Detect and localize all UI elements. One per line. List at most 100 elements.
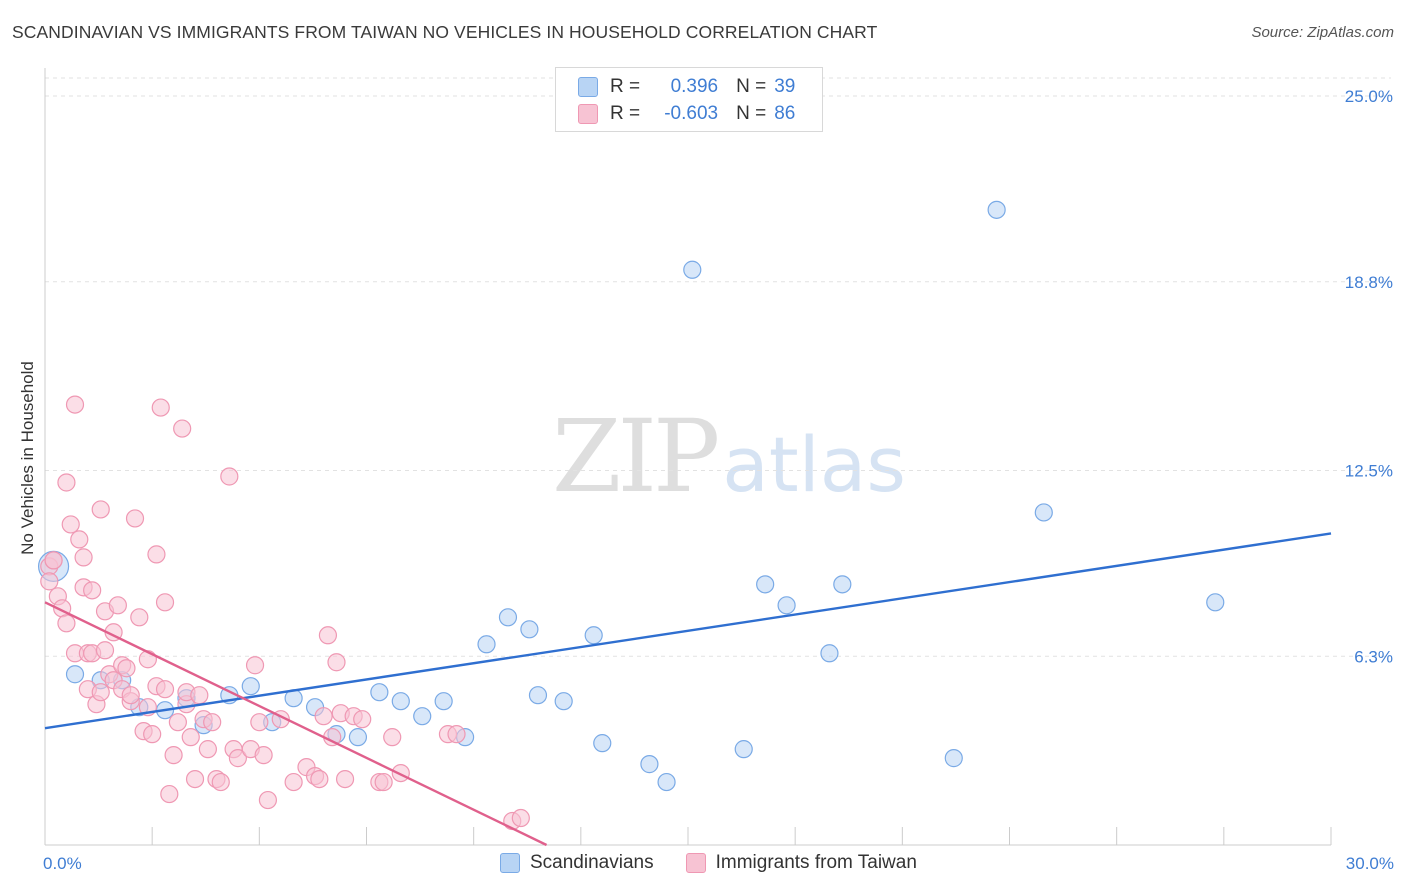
taiwan-point — [250, 713, 269, 732]
scandinavian-point — [777, 596, 796, 615]
source-credit: Source: ZipAtlas.com — [1251, 24, 1394, 41]
taiwan-point — [185, 769, 205, 789]
taiwan-point — [211, 772, 230, 792]
taiwan-point — [91, 500, 110, 519]
taiwan-point — [447, 725, 466, 744]
taiwan-point — [117, 659, 136, 678]
legend-swatch-blue — [500, 853, 520, 873]
scandinavian-point — [683, 260, 702, 279]
legend-label-taiwan: Immigrants from Taiwan — [715, 852, 917, 873]
taiwan-point — [374, 772, 393, 792]
scandinavian-point — [987, 200, 1006, 219]
scandinavian-point — [657, 772, 676, 792]
taiwan-point — [245, 656, 265, 675]
taiwan-point — [57, 473, 76, 492]
taiwan-point — [44, 551, 63, 570]
taiwan-point — [258, 790, 278, 810]
taiwan-point — [147, 545, 166, 564]
taiwan-point — [383, 728, 402, 747]
taiwan-point — [198, 740, 217, 759]
taiwan-point — [391, 763, 410, 783]
y-tick-label: 6.3% — [1354, 647, 1393, 666]
y-tick-label: 25.0% — [1345, 87, 1393, 106]
taiwan-point — [125, 509, 145, 528]
legend-item-taiwan[interactable]: Immigrants from Taiwan — [685, 852, 917, 874]
taiwan-point — [108, 596, 127, 615]
watermark: ZIPatlas — [552, 398, 906, 515]
stats-legend: R = 0.396 N = 39 R = -0.603 N = 86 — [555, 67, 823, 132]
legend-row-taiwan: R = -0.603 N = 86 — [578, 102, 795, 126]
taiwan-point — [181, 728, 200, 747]
taiwan-point — [254, 746, 273, 765]
scandinavian-point — [413, 707, 432, 726]
legend-swatch-pink — [578, 104, 598, 124]
legend-swatch-pink — [685, 853, 706, 873]
taiwan-point — [168, 713, 187, 732]
taiwan-point — [314, 707, 333, 726]
taiwan-point — [121, 686, 140, 705]
scandinavian-point — [391, 692, 410, 711]
taiwan-point — [155, 593, 175, 612]
taiwan-point — [335, 769, 355, 789]
scandinavian-point — [477, 635, 496, 654]
taiwan-point — [160, 784, 179, 804]
taiwan-point — [155, 680, 175, 699]
taiwan-point — [327, 653, 346, 672]
y-tick-label: 18.8% — [1345, 273, 1393, 292]
taiwan-point — [95, 641, 115, 660]
legend-swatch-blue — [578, 77, 598, 97]
taiwan-point — [65, 395, 85, 414]
taiwan-point — [151, 398, 170, 417]
scandinavian-point — [1206, 593, 1225, 612]
scandinavian-point — [944, 749, 963, 768]
scandinavian-point — [370, 683, 389, 702]
series-legend: Scandinavians Immigrants from Taiwan — [500, 852, 949, 874]
taiwan-point — [61, 515, 80, 534]
taiwan-point — [511, 808, 530, 828]
taiwan-point — [228, 749, 247, 768]
scandinavian-point — [241, 677, 260, 696]
scandinavian-point — [640, 755, 659, 774]
taiwan-point — [318, 626, 338, 645]
watermark-zip: ZIP — [552, 398, 720, 515]
scandinavian-point — [593, 734, 612, 753]
taiwan-point — [190, 686, 209, 705]
legend-label-scandinavians: Scandinavians — [530, 852, 654, 873]
scandinavian-point — [756, 575, 775, 594]
scandinavian-point — [584, 626, 603, 645]
taiwan-point — [91, 683, 110, 702]
watermark-atlas: atlas — [722, 420, 906, 509]
taiwan-point — [173, 419, 192, 438]
scandinavian-point — [348, 728, 368, 747]
taiwan-point — [143, 725, 162, 744]
legend-item-scandinavians[interactable]: Scandinavians — [500, 852, 654, 874]
legend-r-label: R = — [610, 76, 641, 97]
scandinavian-point — [734, 740, 753, 759]
scandinavian-point — [434, 692, 453, 711]
scandinavian-trend-line — [44, 532, 1332, 730]
taiwan-point — [310, 769, 329, 789]
legend-r-value: -0.603 — [664, 103, 719, 124]
taiwan-point — [57, 614, 76, 633]
legend-n-value: 86 — [774, 103, 796, 124]
scandinavian-point — [520, 620, 539, 639]
scandinavian-point — [65, 665, 85, 684]
taiwan-trend-line — [44, 601, 548, 847]
taiwan-point — [74, 548, 93, 567]
legend-r-label: R = — [610, 103, 641, 124]
taiwan-point — [83, 581, 102, 600]
legend-n-label: N = — [736, 103, 767, 124]
scandinavian-point — [820, 644, 839, 663]
legend-n-value: 39 — [774, 76, 796, 97]
scandinavian-point — [528, 686, 548, 705]
scandinavian-point — [554, 692, 573, 711]
taiwan-point — [353, 710, 372, 729]
taiwan-point — [164, 746, 183, 765]
taiwan-point — [70, 530, 89, 549]
scandinavian-point — [1034, 503, 1053, 522]
legend-row-scandinavians: R = 0.396 N = 39 — [578, 75, 795, 99]
taiwan-point — [284, 772, 303, 792]
scandinavian-point — [833, 575, 852, 594]
x-tick-label: 0.0% — [43, 854, 82, 873]
